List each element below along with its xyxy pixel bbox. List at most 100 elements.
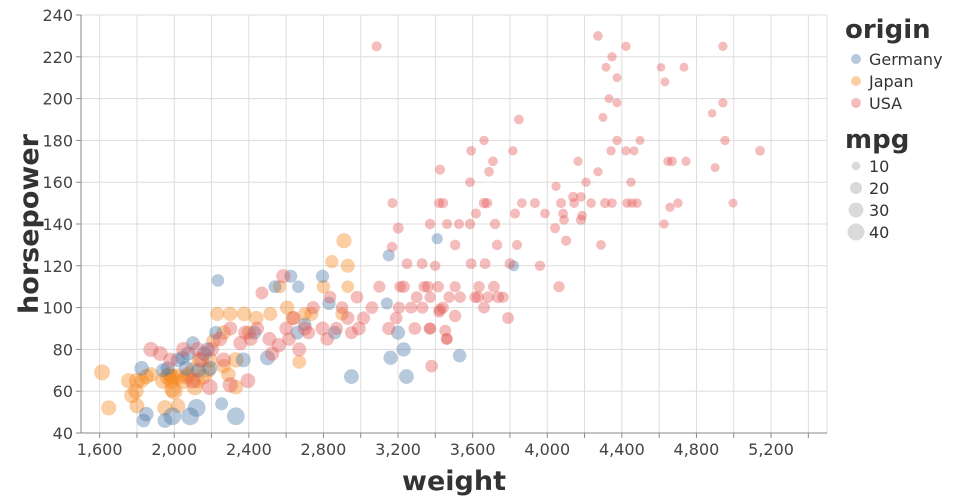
point-japan (249, 310, 264, 326)
point-japan (297, 306, 312, 321)
point-usa (606, 146, 616, 156)
point-usa (292, 342, 307, 357)
point-usa (335, 301, 349, 314)
point-japan (336, 233, 352, 249)
point-japan (120, 373, 137, 389)
point-usa (352, 321, 366, 336)
point-usa (707, 108, 717, 118)
point-usa (596, 240, 606, 250)
point-usa (576, 191, 586, 202)
point-usa (323, 290, 337, 304)
x-tick-label: 3,200 (375, 440, 421, 459)
point-usa (418, 280, 430, 293)
point-usa (718, 98, 728, 108)
legend-label-japan: Japan (868, 72, 914, 91)
point-usa (667, 156, 677, 167)
point-japan (236, 306, 252, 322)
point-usa (389, 311, 403, 325)
point-usa (681, 156, 691, 166)
point-japan (178, 368, 195, 385)
size-legend-label: 30 (869, 201, 889, 220)
point-usa (573, 156, 583, 166)
point-usa (397, 280, 410, 293)
point-usa (604, 94, 614, 104)
point-usa (306, 300, 320, 315)
point-japan (128, 372, 145, 389)
point-usa (424, 322, 437, 335)
point-usa (632, 198, 642, 208)
x-tick-label: 2,800 (301, 440, 347, 459)
y-tick-label: 240 (42, 6, 73, 25)
point-germany (181, 407, 200, 426)
point-germany (396, 342, 411, 357)
point-usa (627, 198, 637, 208)
point-usa (656, 62, 666, 72)
point-usa (434, 198, 445, 209)
point-germany (139, 406, 154, 422)
point-germany (175, 350, 190, 365)
point-usa (315, 321, 330, 336)
point-usa (577, 210, 587, 221)
point-usa (755, 145, 765, 156)
point-japan (206, 333, 221, 349)
legend-label-usa: USA (869, 94, 902, 113)
size-legend-label: 10 (869, 157, 889, 176)
point-germany (215, 397, 229, 411)
point-usa (392, 301, 406, 314)
point-usa (216, 352, 232, 368)
point-usa (176, 342, 191, 357)
point-usa (416, 258, 428, 270)
point-usa (439, 324, 452, 337)
point-usa (488, 156, 498, 167)
point-usa (193, 352, 209, 368)
point-usa (558, 208, 568, 219)
point-usa (212, 331, 228, 347)
point-usa (497, 291, 509, 303)
point-usa (607, 52, 617, 62)
point-usa (448, 309, 462, 323)
point-japan (201, 352, 218, 368)
point-usa (441, 333, 453, 345)
point-usa (465, 258, 477, 270)
point-usa (425, 359, 438, 373)
point-usa (223, 321, 238, 336)
point-usa (472, 291, 484, 304)
point-usa (340, 311, 355, 325)
point-germany (290, 325, 305, 340)
point-usa (626, 177, 636, 187)
point-usa (710, 163, 720, 173)
point-usa (621, 41, 631, 52)
point-usa (550, 223, 561, 234)
point-japan (170, 398, 186, 414)
point-japan (273, 280, 287, 294)
point-usa (540, 208, 550, 219)
point-germany (178, 360, 194, 376)
point-germany (284, 269, 298, 283)
legend-symbol-usa (851, 98, 861, 108)
point-japan (216, 325, 232, 341)
point-usa (387, 198, 398, 209)
legend-symbol-japan (851, 76, 861, 86)
point-japan (165, 382, 183, 400)
point-usa (371, 41, 382, 52)
point-usa (423, 322, 436, 335)
point-japan (285, 311, 300, 326)
point-usa (434, 164, 446, 175)
y-axis: 40 60 80 100 120 140 160 180 200 220 240 (42, 6, 82, 443)
y-tick-label: 200 (42, 90, 73, 109)
point-usa (250, 321, 265, 336)
point-usa (429, 260, 441, 272)
point-germany (186, 336, 200, 351)
point-usa (665, 202, 675, 212)
y-tick-label: 100 (42, 299, 73, 318)
size-legend-symbol (848, 202, 864, 218)
point-usa (386, 241, 398, 253)
point-usa (222, 377, 238, 393)
point-japan (175, 372, 192, 389)
x-tick-label: 4,800 (674, 440, 720, 459)
point-usa (473, 280, 485, 293)
point-usa (598, 112, 608, 122)
point-germany (247, 325, 262, 340)
point-japan (94, 364, 111, 381)
point-usa (479, 135, 489, 146)
